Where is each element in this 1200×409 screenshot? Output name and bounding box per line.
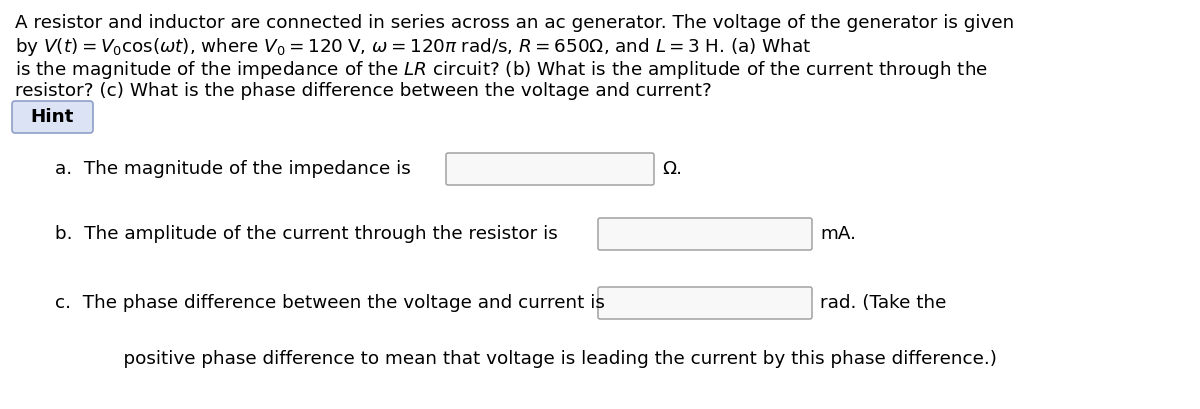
Text: Hint: Hint (31, 108, 74, 126)
FancyBboxPatch shape (12, 101, 94, 133)
Text: resistor? (c) What is the phase difference between the voltage and current?: resistor? (c) What is the phase differen… (14, 81, 712, 99)
FancyBboxPatch shape (598, 287, 812, 319)
Text: rad. (Take the: rad. (Take the (820, 294, 947, 312)
Text: positive phase difference to mean that voltage is leading the current by this ph: positive phase difference to mean that v… (100, 350, 997, 368)
FancyBboxPatch shape (446, 153, 654, 185)
Text: c.  The phase difference between the voltage and current is: c. The phase difference between the volt… (55, 294, 605, 312)
Text: Ω.: Ω. (662, 160, 682, 178)
Text: by $V(t) = V_0\cos(\omega t)$, where $V_0 = 120\;$V, $\omega = 120\pi\;$rad/s, $: by $V(t) = V_0\cos(\omega t)$, where $V_… (14, 36, 811, 58)
FancyBboxPatch shape (598, 218, 812, 250)
Text: mA.: mA. (820, 225, 856, 243)
Text: A resistor and inductor are connected in series across an ac generator. The volt: A resistor and inductor are connected in… (14, 14, 1014, 32)
Text: b.  The amplitude of the current through the resistor is: b. The amplitude of the current through … (55, 225, 558, 243)
Text: is the magnitude of the impedance of the $LR$ circuit? (b) What is the amplitude: is the magnitude of the impedance of the… (14, 59, 988, 81)
Text: a.  The magnitude of the impedance is: a. The magnitude of the impedance is (55, 160, 410, 178)
